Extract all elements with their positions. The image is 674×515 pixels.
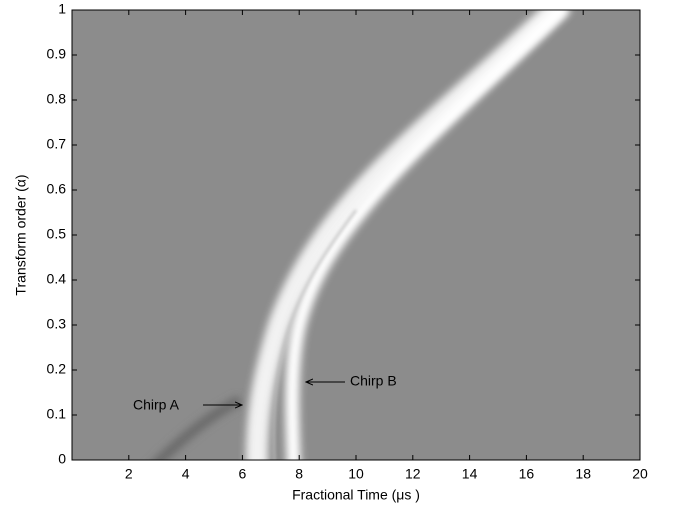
y-tick-label: 0.7 [47, 136, 67, 152]
x-tick-label: 2 [125, 466, 133, 482]
x-tick-label: 14 [462, 466, 478, 482]
y-tick-label: 0.3 [47, 316, 67, 332]
ridge-a [245, 10, 568, 460]
x-tick-label: 20 [632, 466, 648, 482]
x-tick-label: 10 [348, 466, 364, 482]
y-tick-label: 0.8 [47, 91, 67, 107]
ridge-b [285, 10, 571, 460]
x-tick-label: 8 [295, 466, 303, 482]
y-tick-label: 0.5 [47, 226, 67, 242]
y-axis-label: Transform order (α) [13, 174, 29, 295]
y-tick-label: 1 [58, 1, 66, 17]
y-tick-label: 0.6 [47, 181, 67, 197]
y-tick-label: 0.1 [47, 406, 67, 422]
ridge-gap [272, 209, 357, 460]
x-tick-label: 6 [239, 466, 247, 482]
y-tick-label: 0.2 [47, 361, 67, 377]
y-tick-label: 0.9 [47, 46, 67, 62]
y-tick-label: 0 [58, 451, 66, 467]
image [72, 10, 640, 460]
x-tick-label: 4 [182, 466, 190, 482]
x-axis-label: Fractional Time (μs ) [292, 487, 420, 503]
annotation: Chirp A [133, 397, 180, 413]
image-background [72, 10, 640, 460]
annotation: Chirp B [350, 373, 397, 389]
x-tick-label: 12 [405, 466, 421, 482]
x-tick-label: 18 [575, 466, 591, 482]
y-tick-label: 0.4 [47, 271, 67, 287]
x-tick-label: 16 [519, 466, 535, 482]
